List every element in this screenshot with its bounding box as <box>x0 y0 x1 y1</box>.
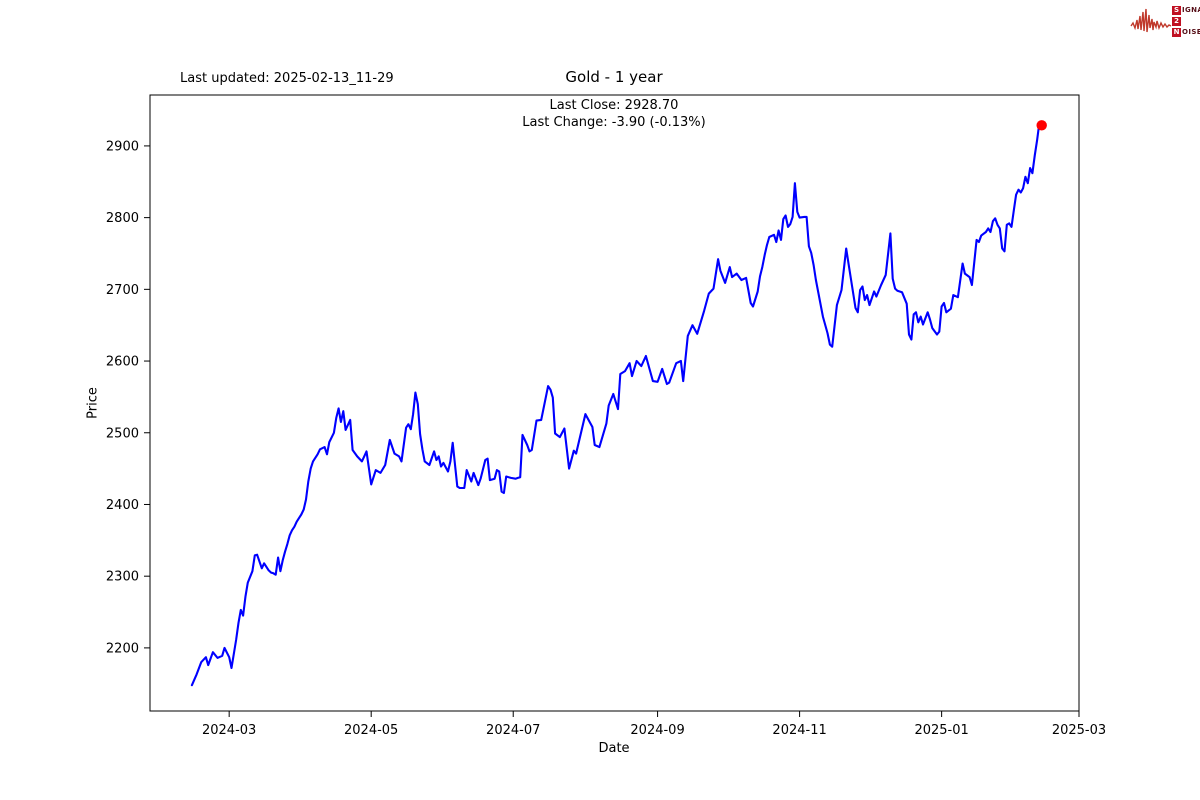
last-updated-label: Last updated: 2025-02-13_11-29 <box>180 71 394 86</box>
y-tick-label: 2300 <box>106 570 139 585</box>
logo-rest-noise: OISE <box>1182 28 1200 36</box>
chart-title: Gold - 1 year <box>565 68 663 86</box>
logo-box-n: N <box>1172 27 1181 37</box>
y-axis-label: Price <box>85 387 101 419</box>
logo-rest-signal: IGNAL <box>1182 6 1200 14</box>
y-tick-label: 2200 <box>106 641 139 656</box>
waveform-icon <box>1130 8 1172 33</box>
y-tick-label: 2400 <box>106 498 139 513</box>
logo-text: S IGNAL 2 N OISE <box>1172 5 1200 38</box>
y-tick-label: 2700 <box>106 283 139 298</box>
waveform-path <box>1130 8 1172 33</box>
price-line <box>190 121 1043 687</box>
logo-row-signal: S IGNAL <box>1172 5 1200 16</box>
x-tick-label: 2025-03 <box>1052 723 1106 738</box>
x-tick-label: 2024-07 <box>486 723 540 738</box>
logo-box-s: S <box>1172 5 1181 15</box>
y-tick-label: 2600 <box>106 355 139 370</box>
logo-row-noise: N OISE <box>1172 27 1200 38</box>
y-tick-label: 2800 <box>106 211 139 226</box>
last-close-marker <box>1036 120 1047 131</box>
last-change-annotation: Last Change: -3.90 (-0.13%) <box>522 115 706 130</box>
y-tick-label: 2500 <box>106 426 139 441</box>
x-tick-label: 2024-11 <box>772 723 826 738</box>
logo-box-2: 2 <box>1172 16 1181 26</box>
logo-row-2: 2 <box>1172 16 1200 27</box>
x-tick-label: 2025-01 <box>914 723 968 738</box>
x-tick-label: 2024-03 <box>202 723 256 738</box>
axes-frame <box>149 94 1080 712</box>
last-close-annotation: Last Close: 2928.70 <box>549 98 679 113</box>
x-axis-label: Date <box>598 741 630 756</box>
x-tick-label: 2024-09 <box>630 723 684 738</box>
x-tick-label: 2024-05 <box>344 723 398 738</box>
signal2noise-logo: S IGNAL 2 N OISE <box>1130 4 1200 38</box>
y-tick-label: 2900 <box>106 139 139 154</box>
